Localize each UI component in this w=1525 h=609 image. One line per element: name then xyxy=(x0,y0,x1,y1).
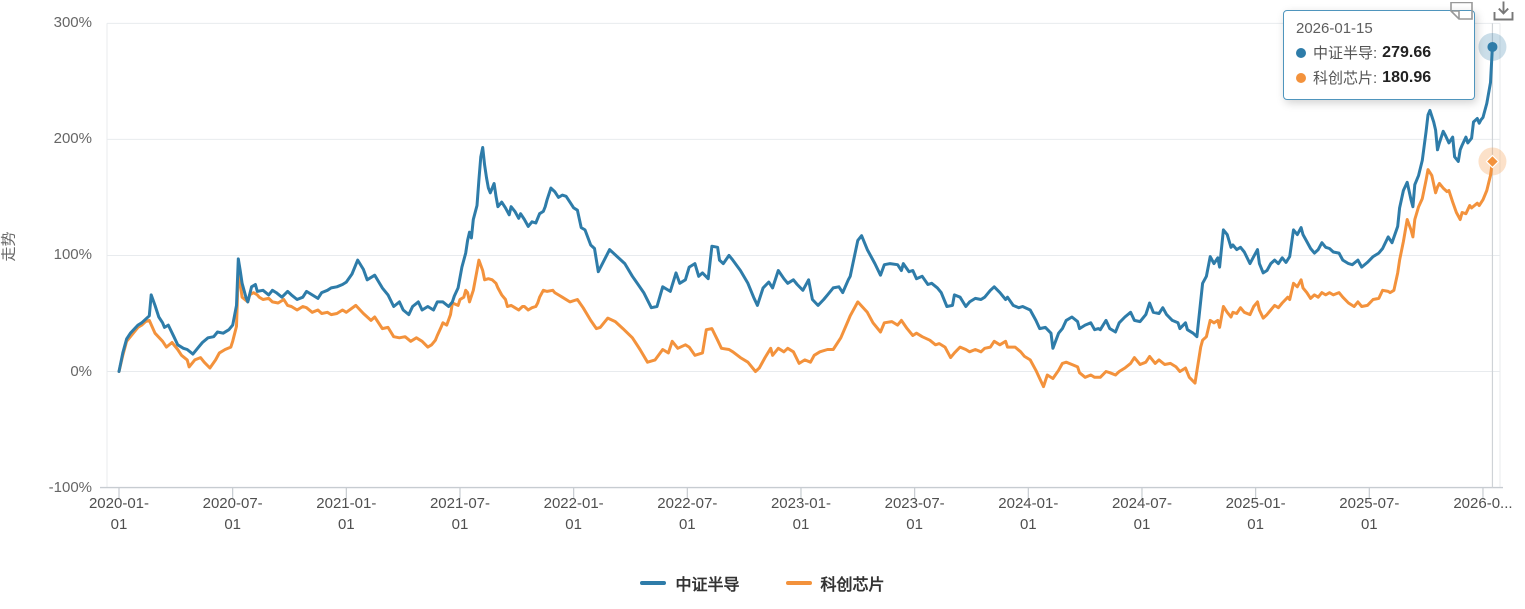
x-axis-label: 2022-01- 01 xyxy=(543,495,604,533)
series-dot-icon xyxy=(1296,72,1306,83)
y-axis-name: 走势 xyxy=(0,231,18,262)
endpoint-marker-0 xyxy=(1487,41,1498,52)
x-axis-label: 2021-01- 01 xyxy=(316,495,377,533)
y-axis-label: 100% xyxy=(53,246,92,264)
x-axis-label: 2023-07- 01 xyxy=(884,495,945,533)
x-axis-label: 2026-0... xyxy=(1453,495,1513,512)
tooltip-series-value: 279.66 xyxy=(1382,43,1432,61)
x-axis-label: 2024-07- 01 xyxy=(1111,495,1172,533)
x-axis-label: 2022-07- 01 xyxy=(657,495,718,533)
download-icon[interactable] xyxy=(1491,0,1516,23)
x-axis-label: 2025-07- 01 xyxy=(1339,495,1400,533)
tooltip-row-zhongzheng: 中证半导: 279.66 xyxy=(1296,42,1462,63)
x-axis-label: 2021-07- 01 xyxy=(429,495,490,533)
line-swatch-icon xyxy=(785,581,812,585)
x-axis-label: 2020-01- 01 xyxy=(88,495,150,533)
x-axis-label: 2024-01- 01 xyxy=(998,495,1059,533)
legend-label: 科创芯片 xyxy=(820,577,885,594)
tooltip: 2026-01-15 中证半导: 279.66 科创芯片: 180.96 xyxy=(1283,10,1475,100)
x-axis-label: 2020-07- 01 xyxy=(202,495,263,533)
y-axis-label: 300% xyxy=(53,14,92,32)
series-line-1[interactable] xyxy=(117,160,1494,389)
tooltip-series-name: 中证半导: xyxy=(1313,45,1378,62)
y-axis-label: 200% xyxy=(53,130,92,148)
legend-item-kechuang[interactable]: 科创芯片 xyxy=(785,571,885,595)
series-line-0[interactable] xyxy=(117,45,1494,373)
x-axis-label: 2023-01- 01 xyxy=(770,495,831,533)
tooltip-series-value: 180.96 xyxy=(1382,68,1432,86)
endpoint-marker-1 xyxy=(1485,154,1500,169)
y-axis-label: -100% xyxy=(48,478,92,496)
legend-label: 中证半导 xyxy=(675,577,740,594)
series-dot-icon xyxy=(1296,47,1306,58)
line-swatch-icon xyxy=(640,581,667,585)
tooltip-row-kechuang: 科创芯片: 180.96 xyxy=(1296,67,1462,88)
x-axis-label: 2025-01- 01 xyxy=(1225,495,1286,533)
tooltip-date: 2026-01-15 xyxy=(1296,20,1373,37)
legend: 中证半导 科创芯片 xyxy=(0,571,1525,595)
legend-item-zhongzheng[interactable]: 中证半导 xyxy=(640,571,740,595)
tooltip-series-name: 科创芯片: xyxy=(1313,70,1378,87)
y-axis-label: 0% xyxy=(70,362,92,380)
document-icon[interactable] xyxy=(1448,0,1475,23)
toolbox xyxy=(1448,0,1516,23)
